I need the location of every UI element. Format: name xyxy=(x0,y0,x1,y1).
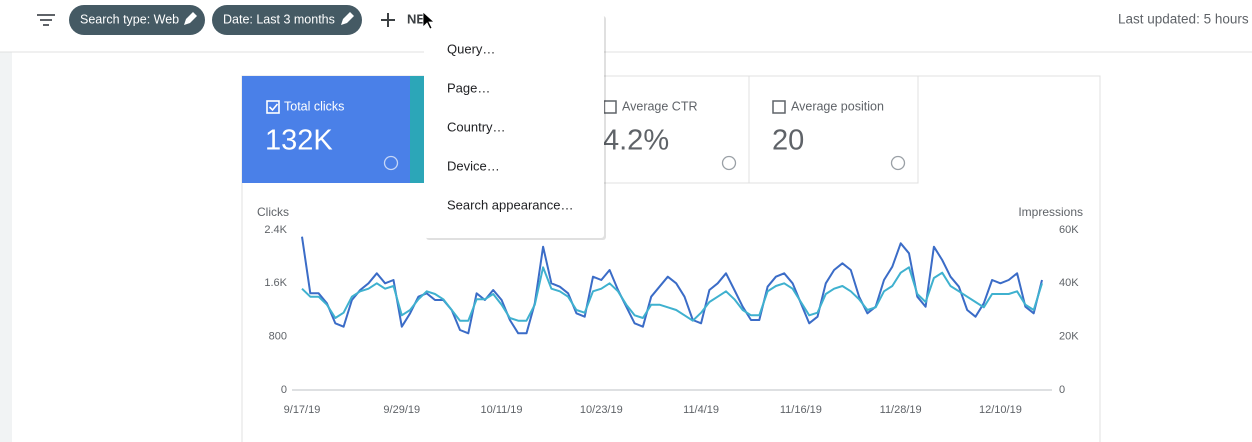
cursor xyxy=(422,11,436,30)
menu-item[interactable]: Page… xyxy=(447,80,490,95)
chip-label: Search type: Web xyxy=(80,12,179,26)
x-tick-label: 9/17/19 xyxy=(284,404,321,416)
metric-label: Total clicks xyxy=(284,99,344,113)
menu-item[interactable]: Search appearance… xyxy=(447,197,573,212)
y2-axis-label: Impressions xyxy=(1018,205,1083,219)
chart: Clicks Impressions 2.4K 1.6K 800 0 60K 40K 20K… xyxy=(257,205,1083,416)
metric-card[interactable] xyxy=(410,76,426,183)
tick-label: 1.6K xyxy=(264,277,287,289)
x-tick-label: 10/11/19 xyxy=(481,404,523,416)
x-tick-label: 11/16/19 xyxy=(780,404,822,416)
last-updated: Last updated: 5 hours xyxy=(1118,12,1249,27)
toolbar xyxy=(0,0,1252,52)
chip-label: Date: Last 3 months xyxy=(223,12,335,26)
tick-label: 800 xyxy=(269,331,287,343)
x-tick-label: 11/4/19 xyxy=(683,404,719,416)
metric-value: 20 xyxy=(772,125,804,157)
metric-label: Average CTR xyxy=(622,99,698,113)
tick-label: 2.4K xyxy=(264,224,287,236)
x-tick-label: 12/10/19 xyxy=(979,404,1022,416)
tick-label: 0 xyxy=(1059,384,1065,396)
chip[interactable]: Date: Last 3 months xyxy=(212,5,362,35)
y-axis-label: Clicks xyxy=(257,205,289,219)
menu-item[interactable]: Device… xyxy=(447,158,500,173)
dropdown-menu: Query… Page… Country… Device… Search app… xyxy=(424,14,606,240)
menu-item[interactable]: Country… xyxy=(447,119,506,134)
series-line xyxy=(301,266,1043,322)
metric-value: 4.2% xyxy=(603,125,669,157)
metric-value: 132K xyxy=(265,125,333,157)
metric-label: Average position xyxy=(791,99,884,113)
menu-item[interactable]: Query… xyxy=(447,41,495,56)
x-tick-label: 10/23/19 xyxy=(580,404,623,416)
x-tick-label: 11/28/19 xyxy=(880,404,922,416)
metric-card[interactable]: Total clicks 132K xyxy=(242,76,410,183)
metric-card[interactable]: Average CTR 4.2% xyxy=(579,75,750,184)
filter-icon[interactable] xyxy=(37,14,55,26)
tick-label: 0 xyxy=(281,384,287,396)
chip[interactable]: Search type: Web xyxy=(69,5,205,35)
tick-label: 40K xyxy=(1059,277,1079,289)
metric-card[interactable]: Average position 20 xyxy=(748,75,919,184)
tick-label: 60K xyxy=(1059,224,1079,236)
tick-label: 20K xyxy=(1059,331,1079,343)
x-tick-label: 9/29/19 xyxy=(383,404,420,416)
